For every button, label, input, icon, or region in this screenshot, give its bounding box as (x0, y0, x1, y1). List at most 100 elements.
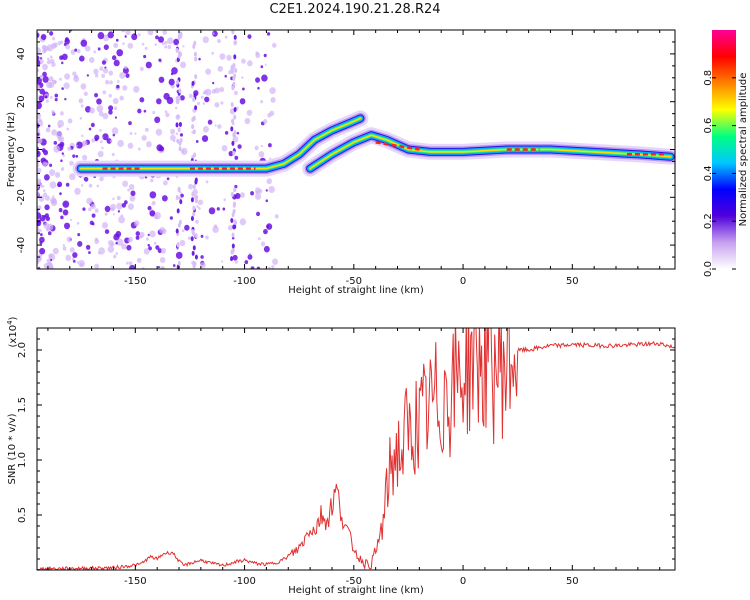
noise-stripe-speck (190, 236, 194, 242)
noise-speck (37, 212, 42, 220)
noise-speck (102, 34, 110, 42)
noise-speck (266, 32, 271, 36)
noise-speck (75, 144, 78, 148)
noise-speck (112, 213, 116, 216)
noise-speck (69, 173, 76, 181)
noise-speck (43, 214, 46, 218)
noise-speck (108, 105, 114, 111)
bottom-y-tick-label: 2.0 (17, 342, 28, 358)
noise-speck (96, 184, 100, 188)
noise-speck (77, 233, 81, 237)
noise-speck (161, 42, 165, 46)
noise-speck (122, 42, 125, 45)
noise-stripe-speck (232, 62, 236, 68)
noise-speck (69, 160, 74, 166)
bottom-y-tick-label: 1.5 (17, 397, 28, 413)
top-x-tick-label: -100 (233, 276, 256, 287)
noise-speck (181, 147, 188, 156)
noise-speck (261, 74, 268, 82)
noise-stripe-speck (192, 184, 196, 190)
noise-speck (37, 101, 42, 110)
noise-speck (62, 244, 65, 247)
noise-speck (91, 213, 96, 218)
colorbar-tick-label: 0.2 (703, 213, 714, 229)
noise-speck (195, 219, 199, 224)
noise-speck (264, 63, 267, 66)
noise-stripe-speck (230, 217, 234, 223)
noise-speck (71, 257, 75, 261)
noise-speck (108, 109, 113, 115)
noise-speck (184, 224, 190, 231)
noise-stripe-speck (178, 121, 182, 127)
noise-stripe-speck (177, 127, 181, 133)
noise-speck (274, 214, 279, 219)
noise-speck (115, 241, 118, 245)
noise-speck (73, 75, 80, 83)
noise-speck (124, 237, 130, 244)
noise-speck (232, 254, 238, 261)
noise-speck (168, 78, 175, 86)
noise-speck (135, 231, 140, 236)
noise-speck (105, 79, 110, 85)
noise-speck (88, 251, 91, 255)
top-y-tick-label: 40 (16, 48, 27, 61)
noise-speck (226, 54, 232, 61)
noise-speck (223, 198, 227, 202)
noise-speck (41, 44, 47, 50)
noise-speck (127, 203, 134, 210)
noise-speck (112, 97, 119, 105)
noise-speck (241, 76, 244, 79)
noise-speck (76, 49, 81, 54)
noise-speck (117, 139, 124, 148)
noise-speck (116, 202, 123, 210)
noise-speck (94, 73, 99, 78)
noise-speck (216, 207, 220, 211)
noise-stripe-speck (176, 138, 180, 144)
noise-speck (198, 207, 201, 210)
noise-stripe-speck (191, 229, 195, 235)
snr-series-line (37, 328, 675, 570)
noise-speck (201, 135, 209, 142)
noise-speck (175, 251, 183, 259)
noise-speck (61, 152, 64, 155)
noise-stripe-speck (176, 208, 180, 214)
scale-close: ) (8, 316, 19, 320)
noise-stripe-speck (232, 81, 236, 87)
noise-speck (202, 36, 209, 44)
noise-speck (84, 45, 91, 52)
noise-speck (99, 140, 103, 144)
noise-speck (255, 77, 261, 83)
noise-speck (255, 190, 259, 195)
noise-speck (66, 236, 72, 243)
noise-speck (78, 98, 84, 104)
noise-speck (118, 216, 125, 224)
noise-speck (47, 262, 53, 269)
noise-speck (52, 195, 55, 198)
noise-speck (272, 258, 279, 265)
colorbar-label: Normalized spectral amplitude (738, 73, 749, 227)
noise-speck (102, 68, 109, 74)
noise-speck (119, 72, 126, 79)
noise-speck (266, 223, 273, 230)
noise-stripe-speck (178, 219, 182, 225)
noise-stripe-speck (192, 115, 196, 121)
noise-speck (127, 142, 134, 149)
noise-speck (212, 81, 215, 85)
noise-speck (108, 70, 114, 76)
noise-speck (265, 199, 269, 203)
top-x-axis-label: Height of straight line (km) (288, 285, 424, 296)
noise-speck (66, 127, 70, 131)
noise-speck (121, 30, 126, 33)
noise-speck (163, 180, 168, 186)
noise-speck (39, 88, 45, 95)
noise-speck (76, 141, 83, 149)
noise-speck (127, 188, 130, 192)
noise-stripe-speck (233, 107, 237, 113)
noise-speck (110, 203, 117, 211)
noise-speck (49, 31, 54, 36)
bottom-axes-frame (36, 327, 676, 571)
noise-stripe-speck (175, 98, 179, 104)
noise-speck (217, 65, 224, 72)
noise-speck (135, 235, 140, 240)
noise-speck (94, 93, 99, 98)
